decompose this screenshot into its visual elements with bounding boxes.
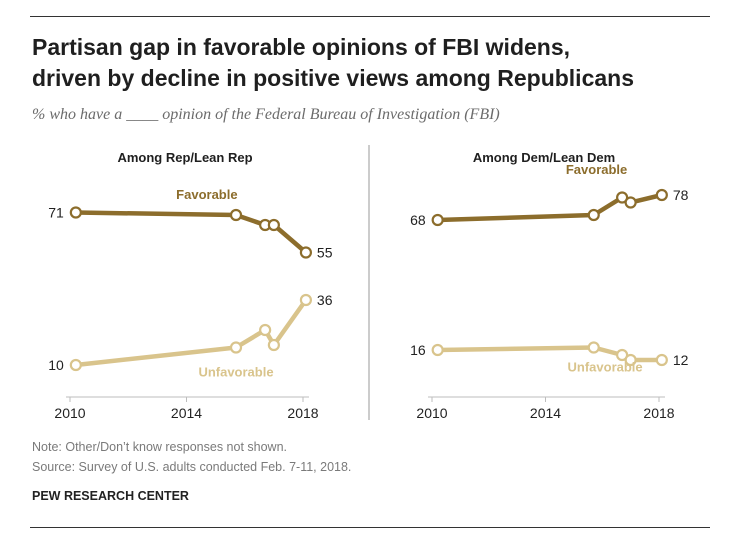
data-point-unfavorable [587,341,600,354]
data-point-unfavorable [655,353,668,367]
source-text: Source: Survey of U.S. adults conducted … [32,460,352,474]
data-point-favorable [229,208,243,222]
data-point-favorable [431,213,444,227]
data-point-favorable [624,196,637,209]
chart-area: Among Rep/Lean Rep 2010 2014 2018 Favorable 7… [48,145,689,421]
title-line-2: driven by decline in positive views amon… [32,65,634,91]
chart-subtitle: % who have a ____ opinion of the Federal… [32,106,500,123]
data-point-unfavorable [624,353,637,367]
data-point-unfavorable [229,341,243,354]
x-tick-label: 2018 [643,405,674,421]
data-point-unfavorable [259,323,272,337]
data-point-favorable [616,191,629,204]
series-label-favorable: Favorable [566,162,627,177]
top-rule [30,16,710,17]
data-point-unfavorable [69,358,82,372]
data-point-favorable [655,188,668,202]
start-value-label: 10 [48,357,64,373]
series-line-unfavorable [73,297,309,368]
x-tick-label: 2010 [54,405,85,421]
end-value-label: 12 [673,352,689,368]
x-tick-label: 2018 [287,405,318,421]
end-value-label: 78 [673,187,689,203]
data-point-unfavorable [267,338,280,352]
data-point-unfavorable [616,348,629,362]
start-value-label: 71 [48,205,64,221]
end-value-label: 36 [317,292,333,308]
data-point-unfavorable [299,293,313,307]
series-label-unfavorable: Unfavorable [198,365,273,380]
note-text: Note: Other/Don’t know responses not sho… [32,440,287,454]
bottom-rule [30,527,710,528]
panel-title: Among Rep/Lean Rep [117,150,252,165]
start-value-label: 68 [410,212,426,228]
title-line-1: Partisan gap in favorable opinions of FB… [32,34,571,60]
data-point-favorable [267,218,280,232]
panel-title: Among Dem/Lean Dem [473,150,615,165]
data-point-favorable [587,208,600,222]
x-tick-label: 2014 [171,405,202,421]
data-point-favorable [299,246,313,259]
end-value-label: 55 [317,245,333,261]
chart-title: Partisan gap in favorable opinions of FB… [32,32,712,94]
org-name: PEW RESEARCH CENTER [32,489,189,503]
x-tick-label: 2010 [416,405,447,421]
data-point-unfavorable [431,343,444,357]
series-label-unfavorable: Unfavorable [568,360,643,375]
data-point-favorable [69,206,82,219]
start-value-label: 16 [410,342,426,358]
series-label-favorable: Favorable [176,187,237,202]
x-tick-label: 2014 [530,405,561,421]
series-line-favorable [73,210,309,255]
